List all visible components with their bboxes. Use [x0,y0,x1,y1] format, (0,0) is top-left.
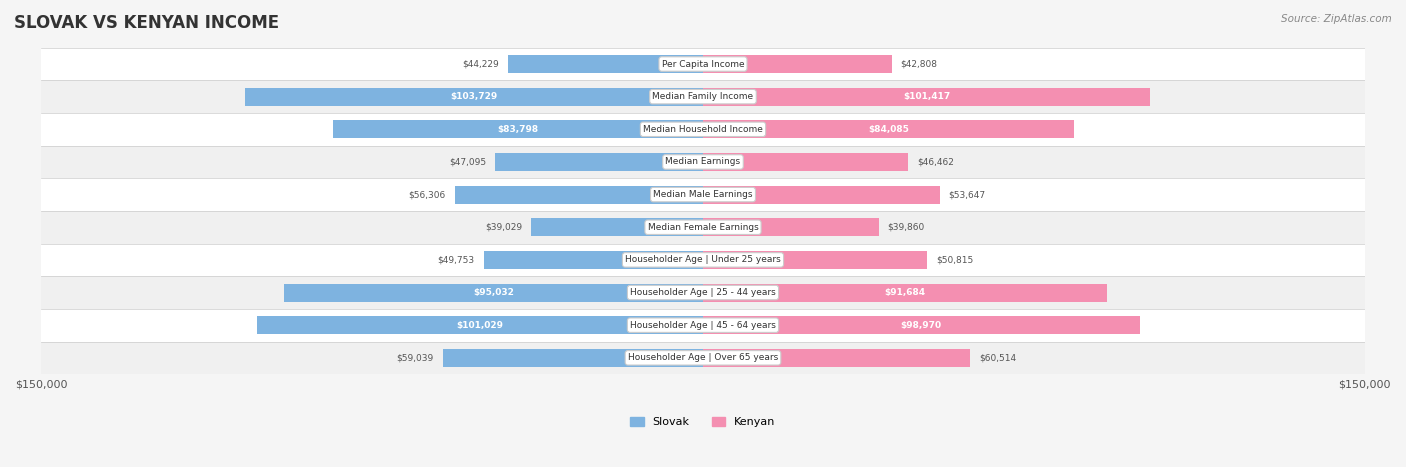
Text: $49,753: $49,753 [437,255,475,264]
Text: $44,229: $44,229 [463,59,499,69]
Text: $56,306: $56,306 [409,190,446,199]
Bar [703,88,1150,106]
Text: Householder Age | 45 - 64 years: Householder Age | 45 - 64 years [630,321,776,330]
Text: $42,808: $42,808 [901,59,938,69]
Text: Householder Age | Under 25 years: Householder Age | Under 25 years [626,255,780,264]
Bar [41,211,1365,244]
Text: $101,029: $101,029 [457,321,503,330]
Text: Householder Age | 25 - 44 years: Householder Age | 25 - 44 years [630,288,776,297]
Bar [41,48,1365,80]
Bar [703,316,1140,334]
Text: Householder Age | Over 65 years: Householder Age | Over 65 years [628,354,778,362]
Bar [703,120,1074,138]
Bar [41,178,1365,211]
Bar [703,251,927,269]
Bar [508,55,703,73]
Bar [257,316,703,334]
Bar [333,120,703,138]
Text: Source: ZipAtlas.com: Source: ZipAtlas.com [1281,14,1392,24]
Bar [41,276,1365,309]
Text: $47,095: $47,095 [450,157,486,166]
Text: $60,514: $60,514 [979,354,1017,362]
Text: Median Family Income: Median Family Income [652,92,754,101]
Text: $59,039: $59,039 [396,354,433,362]
Bar [703,349,970,367]
Text: $83,798: $83,798 [498,125,538,134]
Text: Median Male Earnings: Median Male Earnings [654,190,752,199]
Text: Median Household Income: Median Household Income [643,125,763,134]
Bar [703,153,908,171]
Text: $46,462: $46,462 [917,157,953,166]
Bar [41,244,1365,276]
Bar [41,80,1365,113]
Text: Median Earnings: Median Earnings [665,157,741,166]
Bar [443,349,703,367]
Text: $91,684: $91,684 [884,288,925,297]
Bar [454,185,703,204]
Bar [41,146,1365,178]
Legend: Slovak, Kenyan: Slovak, Kenyan [630,417,776,427]
Bar [495,153,703,171]
Bar [703,55,891,73]
Bar [41,341,1365,374]
Text: $103,729: $103,729 [450,92,498,101]
Text: $84,085: $84,085 [868,125,908,134]
Text: Median Female Earnings: Median Female Earnings [648,223,758,232]
Bar [484,251,703,269]
Bar [284,283,703,302]
Bar [41,113,1365,146]
Bar [703,218,879,236]
Bar [246,88,703,106]
Text: $98,970: $98,970 [901,321,942,330]
Text: $101,417: $101,417 [903,92,950,101]
Bar [41,309,1365,341]
Text: SLOVAK VS KENYAN INCOME: SLOVAK VS KENYAN INCOME [14,14,280,32]
Bar [531,218,703,236]
Bar [703,283,1108,302]
Text: $95,032: $95,032 [472,288,513,297]
Text: $39,029: $39,029 [485,223,522,232]
Bar [703,185,939,204]
Text: $53,647: $53,647 [949,190,986,199]
Text: $39,860: $39,860 [887,223,925,232]
Text: $50,815: $50,815 [936,255,973,264]
Text: Per Capita Income: Per Capita Income [662,59,744,69]
